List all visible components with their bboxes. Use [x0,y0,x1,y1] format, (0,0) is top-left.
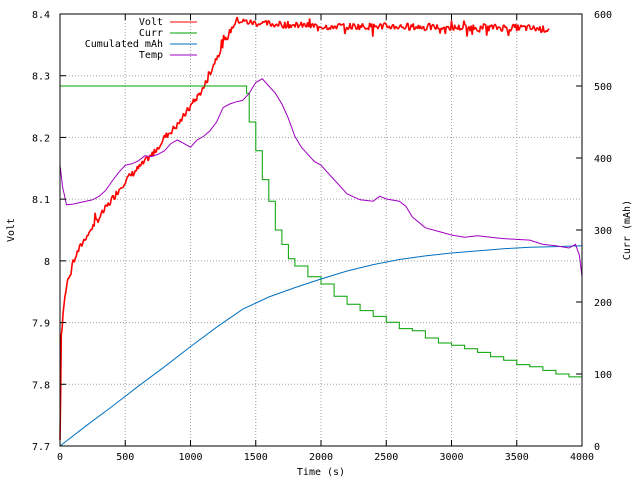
y-left-tick-label: 7.9 [32,319,50,330]
x-tick-label: 2000 [309,452,333,463]
x-tick-label: 0 [57,452,63,463]
y-left-tick-label: 8 [44,257,50,268]
y-axis-left-label: Volt [6,218,17,242]
x-tick-label: 1000 [178,452,202,463]
series-line-cumulated-mah [59,245,583,447]
y-right-tick-label: 600 [594,10,612,21]
y-left-tick-label: 7.7 [32,442,50,453]
x-tick-label: 3500 [505,452,529,463]
tick-group: 0 500 1000 1500 2000 2500 3000 3500 40007.77.87.… [32,10,612,463]
y-right-tick-label: 100 [594,370,612,381]
x-axis-label: Time (s) [297,467,345,478]
legend-label-cumulated-mah: Cumulated mAh [85,39,163,50]
x-tick-label: 4000 [570,452,594,463]
legend-label-curr: Curr [139,28,163,39]
series-line-curr [60,85,583,379]
x-tick-label: 500 [116,452,134,463]
legend-label-temp: Temp [139,50,163,61]
x-tick-label: 3000 [439,452,463,463]
y-left-tick-label: 8.4 [32,10,50,21]
y-right-tick-label: 500 [594,82,612,93]
axis-labels: Time (s) Volt Curr (mAh) [6,200,633,478]
series-line-volt [59,16,550,440]
y-left-tick-label: 8.3 [32,72,50,83]
y-right-tick-label: 400 [594,154,612,165]
legend-label-volt: Volt [139,17,163,28]
y-left-tick-label: 7.8 [32,380,50,391]
series-group [59,16,583,447]
x-tick-label: 2500 [374,452,398,463]
y-right-tick-label: 300 [594,226,612,237]
y-left-tick-label: 8.1 [32,195,50,206]
y-left-tick-label: 8.2 [32,133,50,144]
y-right-tick-label: 0 [594,442,600,453]
x-tick-label: 1500 [244,452,268,463]
y-right-tick-label: 200 [594,298,612,309]
y-axis-right-label: Curr (mAh) [622,200,633,260]
grid [60,14,582,446]
series-line-temp [59,78,583,277]
